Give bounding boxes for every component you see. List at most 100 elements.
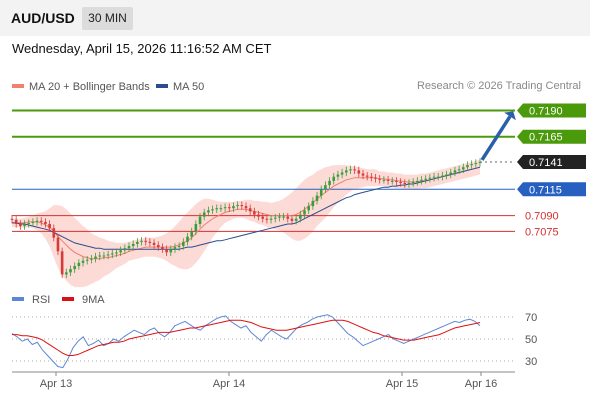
candle-body <box>94 256 97 259</box>
x-tick-label: Apr 15 <box>386 378 418 390</box>
candle-body <box>77 262 81 267</box>
candle-body <box>198 216 202 224</box>
candle-body <box>428 177 432 179</box>
candle-body <box>119 250 122 253</box>
rsi-ma-line <box>12 319 481 356</box>
candle-body <box>207 210 210 213</box>
candle-body <box>365 175 369 177</box>
candle-body <box>110 253 114 255</box>
candle-body <box>286 216 290 219</box>
candle-body <box>240 205 244 207</box>
candle-body <box>215 208 219 210</box>
candle-body <box>319 189 323 196</box>
level-label-2: 0.7141 <box>529 157 563 169</box>
candle-body <box>461 167 465 170</box>
level-tag-resistance-1 <box>517 129 586 144</box>
rsi-legend-swatch-1 <box>62 297 74 301</box>
candle-body <box>328 180 331 186</box>
candle-body <box>390 180 394 182</box>
rsi-tick-50: 50 <box>525 334 537 346</box>
candle-body <box>190 231 193 237</box>
candle-body <box>223 207 227 209</box>
level-tag-current-2 <box>517 154 586 169</box>
projection-arrow-head <box>504 111 516 121</box>
candle-body <box>378 178 382 180</box>
candle-body <box>457 169 461 171</box>
candle-body <box>106 254 110 256</box>
candle-body <box>349 169 352 171</box>
candle-body <box>253 211 256 215</box>
candle-body <box>432 176 436 178</box>
candle-body <box>115 252 118 254</box>
candle-body <box>436 176 440 178</box>
candle-body <box>10 218 14 220</box>
candle-body <box>294 218 298 221</box>
candle-body <box>48 223 51 229</box>
candle-body <box>136 241 139 244</box>
candle-body <box>315 195 319 201</box>
legend-swatch-1 <box>156 84 168 88</box>
candle-body <box>73 266 76 270</box>
credit-text: Research © 2026 Trading Central <box>416 80 581 92</box>
candle-body <box>269 218 273 220</box>
legend-label-1: MA 50 <box>173 81 204 93</box>
candle-body <box>257 214 260 217</box>
candle-body <box>399 181 402 183</box>
candle-body <box>478 161 482 164</box>
timeframe-button[interactable]: 30 MIN <box>82 7 133 30</box>
candle-body <box>81 260 85 263</box>
candle-body <box>324 185 327 190</box>
rsi-legend-label-1: 9MA <box>82 294 105 306</box>
level-tag-resistance-0 <box>517 103 586 118</box>
level-label-1: 0.7165 <box>529 132 563 144</box>
candle-body <box>382 179 386 181</box>
candle-body <box>273 217 277 219</box>
level-label-3: 0.7115 <box>529 184 562 196</box>
candle-body <box>161 247 164 250</box>
candle-body <box>299 214 302 219</box>
candle-body <box>52 228 56 238</box>
candle-body <box>90 258 93 260</box>
rsi-tick-30: 30 <box>525 356 537 368</box>
candle-body <box>23 223 26 227</box>
candle-body <box>278 216 281 218</box>
candle-body <box>156 245 160 248</box>
candle-body <box>261 216 265 219</box>
candle-body <box>332 176 336 181</box>
candle-body <box>248 208 252 212</box>
candle-body <box>85 259 89 261</box>
candle-body <box>386 179 390 181</box>
candle-body <box>65 272 68 275</box>
candle-body <box>39 220 43 222</box>
candle-body <box>69 269 72 273</box>
datetime-label: Wednesday, April 15, 2026 11:16:52 AM CE… <box>12 41 272 56</box>
candle-body <box>102 255 106 257</box>
candle-body <box>152 242 156 246</box>
x-tick-label: Apr 13 <box>40 378 72 390</box>
level-label-5: 0.7075 <box>525 226 559 238</box>
candle-body <box>236 205 239 207</box>
candle-body <box>403 182 407 185</box>
candle-body <box>311 200 315 207</box>
legend-swatch-0 <box>12 84 24 88</box>
candle-body <box>407 182 411 185</box>
x-tick-label: Apr 16 <box>465 378 497 390</box>
candle-body <box>344 170 348 173</box>
candle-body <box>140 240 143 242</box>
candle-body <box>56 237 60 252</box>
candle-body <box>123 248 127 251</box>
candle-body <box>265 218 269 220</box>
bollinger-band <box>12 159 480 288</box>
candle-body <box>177 246 181 248</box>
candle-body <box>424 178 427 180</box>
level-tag-pivot-3 <box>517 182 586 197</box>
candle-body <box>374 177 377 179</box>
candle-body <box>60 251 64 275</box>
candle-body <box>98 255 102 257</box>
candle-body <box>131 243 135 247</box>
candle-body <box>411 181 415 183</box>
candle-body <box>211 209 214 211</box>
candle-body <box>31 221 35 223</box>
candle-body <box>148 241 152 243</box>
